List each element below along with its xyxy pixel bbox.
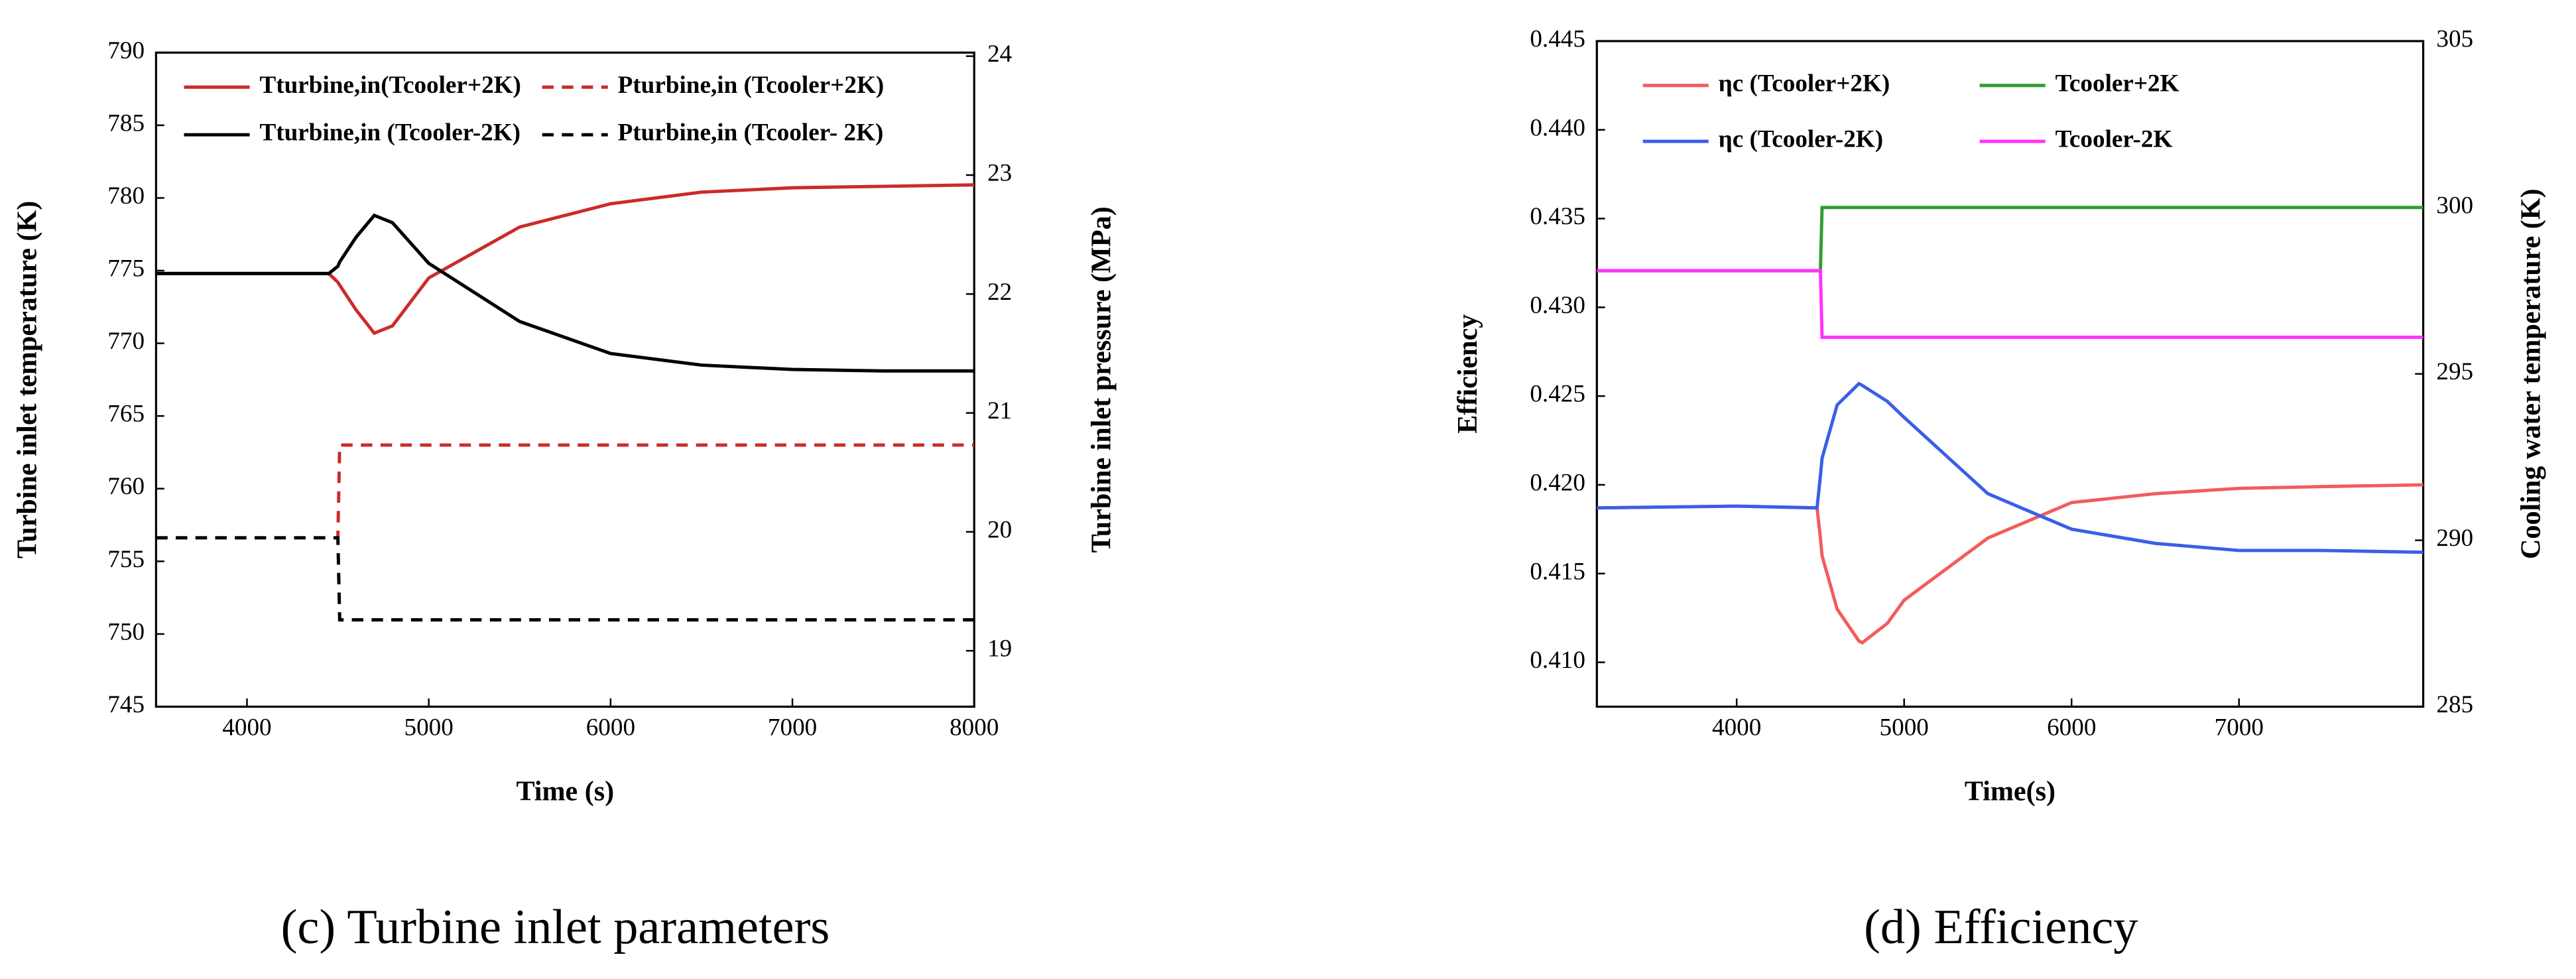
y2-tick-label: 295 [2436,358,2473,385]
y-tick-label: 780 [107,182,145,210]
x-tick-label: 7000 [768,714,817,742]
y2-tick-label: 24 [987,40,1012,68]
y-tick-label: 0.435 [1530,203,1585,230]
y-tick-label: 785 [107,109,145,137]
y-tick-label: 770 [107,328,145,355]
y2-axis-title: Turbine inlet pressure (MPa) [1086,206,1117,553]
series-line [156,536,975,622]
plot-frame [154,51,975,708]
series-line [156,213,975,373]
legend-label: Pturbine,in (Tcooler+2K) [618,72,885,99]
x-tick-label: 5000 [1880,714,1929,742]
y-tick-label: 755 [107,546,145,573]
y-tick-label: 0.440 [1530,114,1585,141]
x-tick-label: 8000 [950,714,999,742]
y-tick-label: 0.415 [1530,558,1585,585]
y-tick-label: 745 [107,691,145,718]
y2-tick-label: 22 [987,279,1012,306]
legend-label: Tturbine,in(Tcooler+2K) [259,72,521,99]
series-line [1597,483,2423,645]
y2-tick-label: 23 [987,160,1012,187]
caption: (c) Turbine inlet parameters [281,900,830,954]
y-tick-label: 0.430 [1530,292,1585,319]
x-axis-title: Time(s) [1965,775,2055,807]
y-axis-title: Turbine inlet temperature (K) [11,201,42,558]
y-tick-label: 790 [107,37,145,64]
legend-label: Tturbine,in (Tcooler-2K) [259,119,521,147]
series-line [1597,269,2423,339]
series-line [156,183,975,336]
y2-tick-label: 290 [2436,525,2473,552]
legend-label: Pturbine,in (Tcooler- 2K) [618,119,884,147]
y-tick-label: 775 [107,255,145,283]
y2-tick-label: 20 [987,516,1012,543]
y-tick-label: 760 [107,473,145,500]
y2-tick-label: 300 [2436,192,2473,219]
y-tick-label: 0.410 [1530,647,1585,674]
y-tick-label: 765 [107,401,145,428]
caption: (d) Efficiency [1864,900,2138,954]
x-tick-label: 6000 [2047,714,2096,742]
x-tick-label: 4000 [222,714,271,742]
series-line [1597,206,2423,273]
legend-label: ηc (Tcooler-2K) [1719,126,1883,153]
y-tick-label: 0.445 [1530,25,1585,52]
x-tick-label: 5000 [404,714,454,742]
y-tick-label: 0.420 [1530,469,1585,496]
y-tick-label: 0.425 [1530,381,1585,408]
series-line [1597,381,2423,555]
x-tick-label: 6000 [586,714,635,742]
legend-label: ηc (Tcooler+2K) [1719,70,1890,97]
y2-axis-title: Cooling water temperature (K) [2515,188,2546,559]
y2-tick-label: 285 [2436,691,2473,718]
x-tick-label: 4000 [1712,714,1761,742]
x-tick-label: 7000 [2215,714,2264,742]
x-axis-title: Time (s) [516,775,614,807]
y2-tick-label: 305 [2436,25,2473,52]
series-line [156,443,975,540]
y2-tick-label: 19 [987,635,1012,663]
y-tick-label: 750 [107,618,145,645]
legend-label: Tcooler-2K [2055,126,2173,153]
legend-label: Tcooler+2K [2055,70,2179,97]
y2-tick-label: 21 [987,397,1012,424]
y-axis-title: Efficiency [1452,314,1483,434]
